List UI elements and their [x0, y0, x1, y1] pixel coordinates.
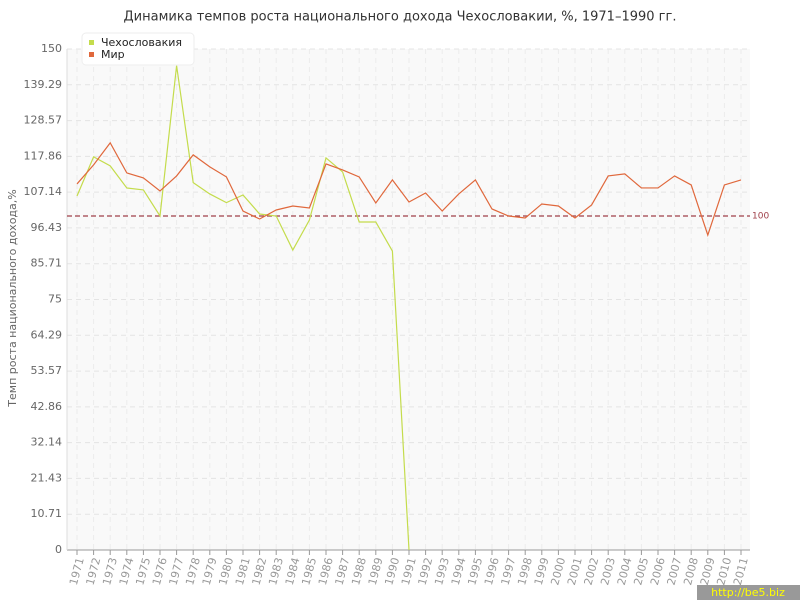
chart-title: Динамика темпов роста национального дохо…: [124, 10, 677, 25]
y-tick-label: 96.43: [31, 221, 63, 234]
y-tick-label: 32.14: [31, 436, 63, 449]
watermark: http://be5.biz: [711, 586, 785, 599]
y-tick-label: 85.71: [31, 257, 63, 270]
y-tick-label: 107.14: [24, 185, 63, 198]
y-tick-label: 150: [41, 42, 62, 55]
y-tick-label: 53.57: [31, 364, 63, 377]
series-line: [76, 141, 742, 237]
x-tick-label: 2011: [731, 556, 751, 586]
legend-swatch: [89, 40, 94, 45]
y-tick-label: 64.29: [31, 328, 63, 341]
y-tick-label: 117.86: [24, 149, 63, 162]
reference-label: 100: [752, 212, 769, 222]
legend-label: Мир: [101, 48, 125, 61]
watermark-box: [697, 585, 800, 600]
y-tick-label: 10.71: [31, 507, 63, 520]
y-tick-label: 75: [48, 293, 62, 306]
y-axis-label: Темп роста национального дохода,%: [6, 189, 19, 407]
y-tick-label: 21.43: [31, 471, 63, 484]
series-line: [76, 65, 410, 551]
y-tick-label: 128.57: [24, 114, 63, 127]
y-tick-label: 42.86: [31, 400, 63, 413]
legend-label: Чехословакия: [101, 36, 182, 49]
y-tick-label: 139.29: [24, 78, 63, 91]
legend-box: [81, 32, 195, 66]
legend-swatch: [89, 52, 94, 57]
y-tick-label: 0: [55, 543, 62, 556]
